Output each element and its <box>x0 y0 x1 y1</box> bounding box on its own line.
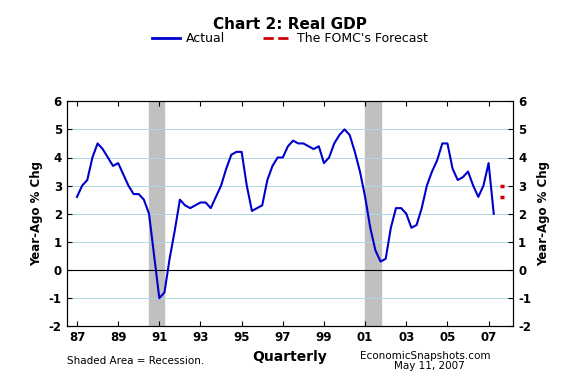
Bar <box>365 101 380 326</box>
Text: Shaded Area = Recession.: Shaded Area = Recession. <box>67 356 204 366</box>
Text: May 11, 2007: May 11, 2007 <box>394 361 465 371</box>
X-axis label: Quarterly: Quarterly <box>253 350 327 364</box>
Y-axis label: Year-Ago % Chg: Year-Ago % Chg <box>30 161 44 266</box>
Text: EconomicSnapshots.com: EconomicSnapshots.com <box>360 351 490 361</box>
Text: Chart 2: Real GDP: Chart 2: Real GDP <box>213 17 367 32</box>
Legend: Actual, The FOMC's Forecast: Actual, The FOMC's Forecast <box>153 33 427 45</box>
Bar <box>149 101 165 326</box>
Y-axis label: Year-Ago % Chg: Year-Ago % Chg <box>536 161 550 266</box>
